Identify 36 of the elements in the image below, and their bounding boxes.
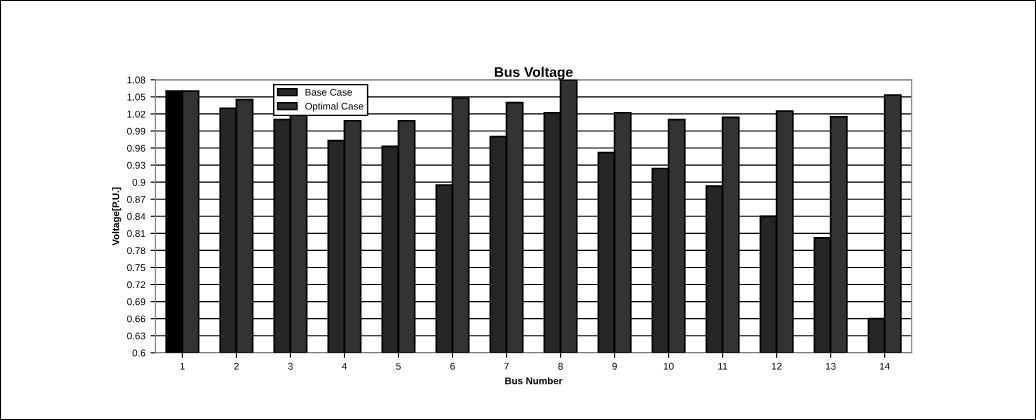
x-tick-label: 9 [612, 362, 617, 370]
y-tick-label: 1.08 [127, 76, 146, 84]
y-tick-label: 0.72 [127, 281, 146, 289]
x-tick-label: 7 [504, 362, 509, 370]
y-tick-label: 0.81 [127, 230, 146, 237]
y-tick-label: 0.87 [127, 195, 146, 203]
x-tick-label: 12 [771, 362, 782, 370]
y-tick-label: 0.66 [127, 315, 146, 323]
y-axis-title: Voltage[P.U.] [112, 187, 122, 246]
x-tick-label: 1 [180, 362, 185, 370]
y-tick-label: 1.02 [127, 110, 146, 118]
y-tick-label: 0.84 [127, 213, 146, 220]
legend-label: Base Case [305, 88, 352, 96]
x-tick-label: 11 [718, 362, 728, 370]
x-tick-label: 14 [880, 362, 890, 370]
y-tick-label: 0.69 [127, 298, 146, 306]
y-tick-label: 0.6 [132, 349, 146, 357]
x-tick-label: 10 [663, 362, 674, 370]
x-tick-label: 4 [341, 362, 347, 370]
x-tick-label: 13 [825, 362, 836, 370]
y-tick-label: 0.93 [127, 161, 146, 169]
chart-title: Bus Voltage [494, 66, 573, 80]
y-tick-label: 0.78 [127, 247, 146, 255]
y-tick-label: 0.63 [127, 332, 146, 340]
y-tick-label: 0.9 [132, 178, 146, 186]
x-tick-label: 2 [234, 362, 239, 370]
x-tick-label: 8 [558, 362, 563, 370]
x-tick-label: 3 [288, 362, 293, 370]
x-tick-label: 6 [450, 362, 455, 370]
y-tick-label: 0.99 [127, 127, 146, 135]
x-axis-title: Bus Number [505, 377, 563, 385]
x-tick-label: 5 [396, 362, 401, 370]
y-tick-label: 0.75 [127, 264, 146, 272]
legend-label: Optimal Case [305, 102, 364, 112]
y-tick-label: 0.96 [127, 144, 146, 152]
y-tick-label: 1.05 [127, 93, 146, 101]
